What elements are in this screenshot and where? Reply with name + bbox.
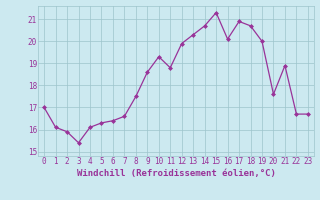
X-axis label: Windchill (Refroidissement éolien,°C): Windchill (Refroidissement éolien,°C) [76,169,276,178]
